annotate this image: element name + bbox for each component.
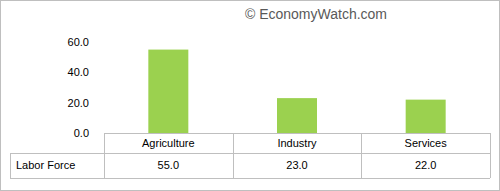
chart-container: 0.0 20.0 40.0 60.0 Agriculture Industry Servic… [0, 0, 500, 191]
table-line [104, 133, 105, 178]
bars [148, 50, 445, 133]
y-tick [100, 133, 104, 134]
bar [148, 50, 188, 133]
y-tick-label: 60.0 [68, 36, 89, 48]
data-label: 55.0 [158, 159, 179, 171]
y-tick [100, 72, 104, 73]
chart-svg: 0.0 20.0 40.0 60.0 Agriculture Industry Servic… [0, 0, 500, 191]
bar [406, 100, 446, 133]
y-tick-label: 40.0 [68, 66, 89, 78]
table-line [10, 153, 490, 154]
data-label: 23.0 [286, 159, 307, 171]
table-line [233, 133, 234, 178]
table-line [361, 133, 362, 178]
data-table: Agriculture Industry Services Labor Force 55… [10, 133, 491, 179]
x-tick-label: Industry [277, 137, 317, 149]
table-line [10, 153, 11, 178]
y-tick-label: 0.0 [74, 127, 89, 139]
table-line [10, 178, 490, 179]
data-label: 22.0 [415, 159, 436, 171]
annotation: © EconomyWatch.com [245, 6, 387, 22]
y-tick-label: 20.0 [68, 97, 89, 109]
y-axis: 0.0 20.0 40.0 60.0 [68, 36, 104, 139]
x-tick-label: Agriculture [142, 137, 195, 149]
y-tick [100, 102, 104, 103]
x-tick-label: Services [405, 137, 448, 149]
table-line [490, 133, 491, 178]
chart-frame [1, 1, 500, 191]
table-line [104, 133, 490, 134]
y-tick [100, 42, 104, 43]
bar [277, 98, 317, 133]
legend-entry: Labor Force [16, 159, 75, 171]
